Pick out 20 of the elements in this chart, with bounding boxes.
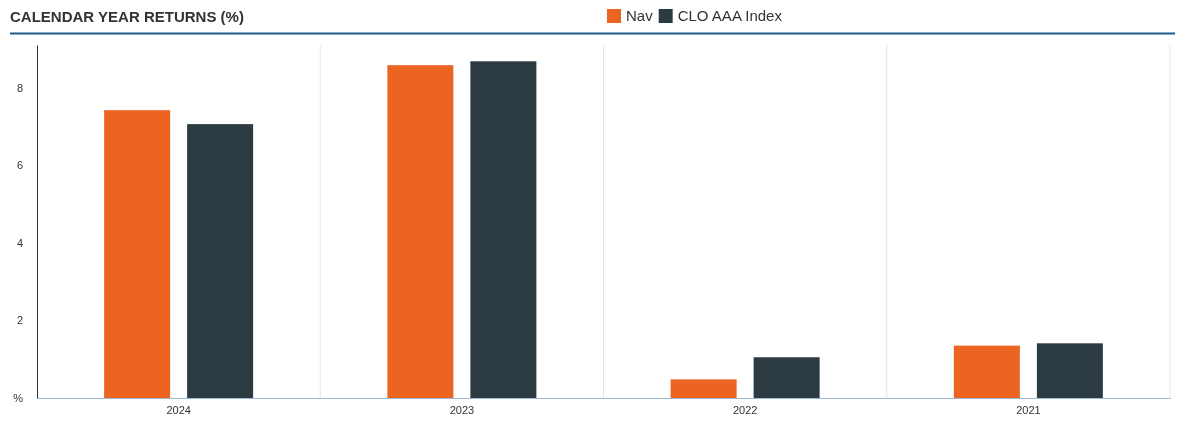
y-tick-label: 8 [16,81,23,94]
y-tick-label: 2 [16,314,23,327]
bar [753,357,820,398]
bar [187,124,254,398]
x-tick-label: 2021 [1016,403,1041,416]
chart-title: CALENDAR YEAR RETURNS (%) [10,8,244,25]
x-tick-label: 2022 [732,403,758,416]
y-tick-label: 6 [16,159,23,172]
x-tick-label: 2023 [449,403,475,416]
y-tick-label: 4 [16,236,23,249]
bar [1036,343,1103,398]
bar [104,110,171,398]
bar [670,379,737,398]
x-tick-label: 2024 [166,403,191,416]
bar [953,345,1020,398]
y-tick-label: % [13,392,24,405]
bar [387,65,454,398]
bar [470,61,537,398]
legend-label: Nav [626,7,654,24]
legend-label: CLO AAA Index [677,7,783,24]
